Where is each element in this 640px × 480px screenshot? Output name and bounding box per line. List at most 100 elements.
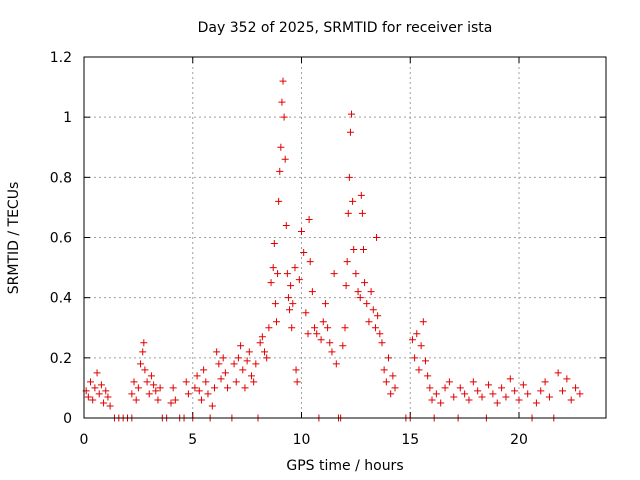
data-point [263,354,271,362]
data-point [102,387,110,395]
data-point [559,387,566,395]
data-point [376,330,384,338]
y-tick-label: 1.2 [50,50,72,66]
data-point [219,354,227,362]
data-point [156,384,164,392]
data-point [441,384,449,392]
data-point [450,393,458,401]
data-point [277,143,285,151]
data-point [106,402,114,410]
data-point [474,387,482,395]
data-point [241,384,249,392]
data-point [197,396,205,404]
data-point [357,191,365,199]
data-point [349,197,357,205]
data-point [519,381,527,389]
data-point [567,396,575,404]
x-tick-label: 0 [80,432,89,448]
data-point [356,294,364,302]
data-point [239,366,247,374]
data-point [367,288,375,296]
data-point [213,348,221,356]
data-point [104,393,112,401]
data-point [345,173,353,181]
data-point [354,288,362,296]
data-point [537,387,545,395]
data-point [346,128,354,136]
data-point [283,270,291,278]
data-point [224,384,232,392]
data-point [380,366,388,374]
data-point [554,369,562,377]
data-point [245,348,253,356]
data-point [195,387,203,395]
data-point [256,339,264,347]
data-point [304,330,312,338]
y-axis-label: SRMTID / TECUs [6,182,22,295]
data-point [365,318,373,326]
data-point [339,342,347,350]
data-point [465,396,473,404]
data-point [469,378,477,386]
data-point [230,360,238,368]
data-point [515,396,523,404]
y-tick-label: 0.8 [50,170,72,186]
data-point [275,197,283,205]
data-point [139,348,147,356]
data-point [532,399,540,407]
data-point [134,384,142,392]
data-point [265,324,273,332]
data-point [382,378,390,386]
data-point [202,378,210,386]
data-point [128,390,136,398]
data-point [437,399,445,407]
data-point [217,375,225,383]
data-point [432,390,440,398]
x-tick-label: 20 [510,432,528,448]
data-point [344,209,352,217]
data-point [171,396,179,404]
data-point [286,306,294,314]
data-point [387,390,395,398]
data-point [232,378,240,386]
data-point [576,390,584,398]
data-point [541,378,549,386]
data-point [408,336,416,344]
data-point [326,339,334,347]
data-point [89,396,97,404]
x-tick-label: 5 [188,432,197,448]
data-point [374,312,382,320]
data-point [154,396,162,404]
data-point [237,342,245,350]
data-point [411,354,419,362]
data-point [426,384,434,392]
data-point [478,393,486,401]
data-point [272,318,280,326]
data-point [143,378,151,386]
data-point [95,390,103,398]
data-point [269,264,277,272]
data-point [191,384,199,392]
data-point [502,393,510,401]
data-point [308,288,316,296]
data-point [208,402,216,410]
data-point [378,339,386,347]
data-point [243,357,251,365]
data-point [289,300,297,308]
data-point [524,390,532,398]
y-tick-label: 1 [63,110,72,126]
data-point [292,366,300,374]
plot-frame [83,56,607,419]
data-point [391,384,399,392]
data-point [415,366,423,374]
data-point [147,372,155,380]
data-point [424,372,432,380]
data-point [284,294,292,302]
data-point [252,360,260,368]
data-point [361,279,369,287]
data-point [87,378,95,386]
data-point [145,390,153,398]
data-point [93,369,101,377]
data-point [247,372,255,380]
data-point [324,324,332,332]
